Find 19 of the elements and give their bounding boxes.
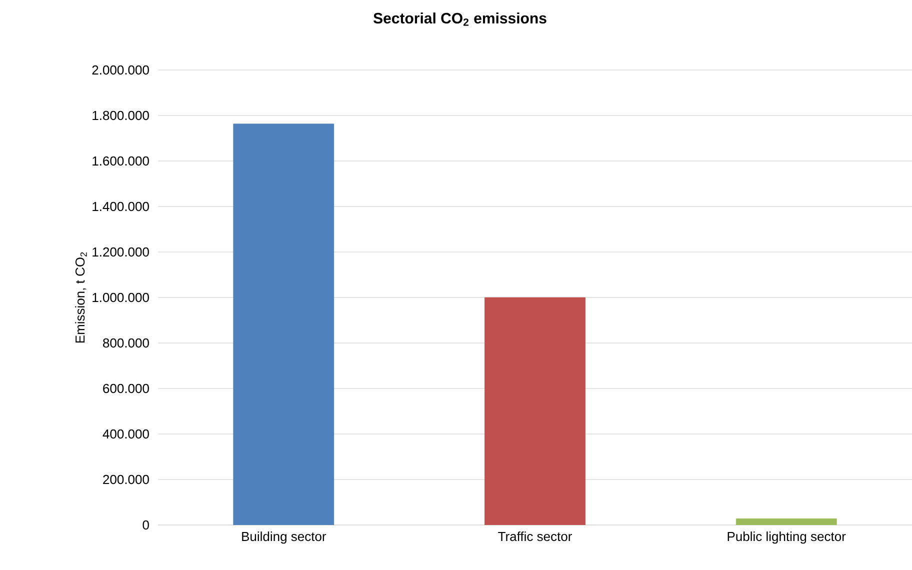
- x-tick-label: Traffic sector: [498, 532, 572, 542]
- y-tick-label: 600.000: [103, 384, 149, 394]
- y-tick-label: 2.000.000: [92, 65, 149, 75]
- y-tick-label: 1.600.000: [92, 156, 149, 166]
- x-tick-label: Public lighting sector: [728, 532, 846, 544]
- bar: [736, 518, 837, 525]
- y-tick-label: 800.000: [103, 338, 149, 348]
- y-tick-label: 400.000: [102, 429, 149, 439]
- y-tick-label: 1.400.000: [92, 202, 149, 212]
- y-tick-label: 200.000: [103, 474, 149, 484]
- y-tick-label: 0: [142, 520, 149, 530]
- y-tick-label: 1.800.000: [92, 110, 149, 120]
- x-tick-label: Building sector: [242, 532, 326, 544]
- y-tick-label: 1.200.000: [92, 247, 149, 257]
- bar: [233, 124, 334, 525]
- y-tick-label: 1.000.000: [92, 292, 149, 302]
- chart-title: Sectorial CO$_{2}$ emissions: [373, 12, 546, 26]
- bar: [484, 297, 586, 525]
- y-axis-title: Emission, t CO$_{2}$: [75, 252, 87, 343]
